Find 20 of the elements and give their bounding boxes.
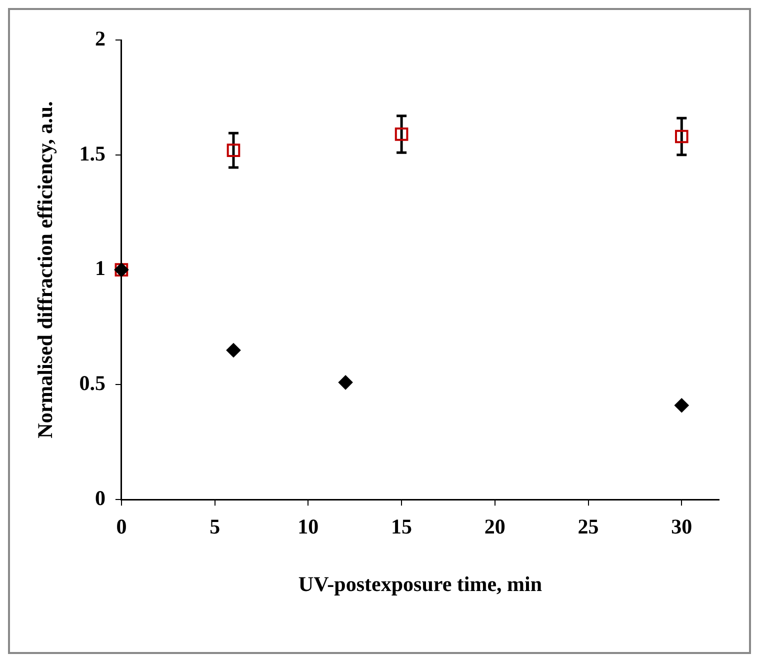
x-axis-title: UV-postexposure time, min — [298, 572, 542, 596]
x-tick-label: 20 — [484, 514, 506, 539]
y-tick-label: 1.5 — [79, 141, 106, 166]
point — [394, 128, 408, 141]
point — [226, 144, 240, 157]
x-tick-label: 30 — [671, 514, 692, 539]
point — [674, 130, 688, 144]
point — [338, 375, 353, 390]
point — [226, 343, 240, 358]
y-tick-label: 0 — [94, 486, 106, 510]
x-tick-label: 15 — [391, 514, 412, 539]
x-tick-label: 0 — [116, 514, 127, 539]
y-tick-label: 2 — [94, 26, 106, 50]
x-tick-label: 25 — [578, 514, 599, 539]
y-tick-label: 1 — [94, 256, 106, 280]
y-tick-label: 0.5 — [79, 371, 106, 396]
x-tick-label: 10 — [298, 514, 319, 539]
x-tick-label: 5 — [210, 514, 220, 539]
point — [674, 398, 689, 412]
y-axis-title: Normalised diffraction efficiency, a.u. — [33, 101, 58, 438]
